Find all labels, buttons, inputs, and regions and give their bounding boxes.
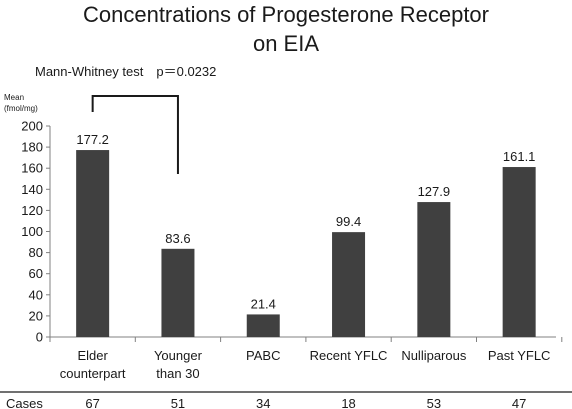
y-tick-label: 120 [21, 203, 43, 218]
y-tick-label: 180 [21, 140, 43, 155]
cases-value: 47 [512, 396, 526, 409]
y-tick-label: 0 [36, 330, 43, 345]
cases-label: Cases [6, 396, 43, 409]
y-tick-label: 60 [29, 266, 43, 281]
cases-value: 53 [427, 396, 441, 409]
bar [246, 314, 280, 337]
y-tick-label: 140 [21, 182, 43, 197]
y-axis-label: (fmol/mg) [4, 104, 38, 113]
y-tick-label: 20 [29, 308, 43, 323]
test-label: Mann-Whitney test p＝0.0232 [35, 64, 216, 79]
x-tick-label: Elder [77, 348, 108, 363]
data-label: 99.4 [336, 214, 361, 229]
cases-value: 34 [256, 396, 270, 409]
x-tick-label: Recent YFLC [310, 348, 388, 363]
bar [502, 167, 536, 337]
bar [332, 232, 366, 337]
bar [76, 150, 110, 337]
y-axis-label: Mean [4, 93, 24, 102]
y-tick-label: 100 [21, 224, 43, 239]
significance-bracket [91, 95, 179, 174]
x-tick-label: than 30 [156, 366, 199, 381]
y-tick-label: 160 [21, 161, 43, 176]
x-tick-label: Nulliparous [401, 348, 467, 363]
bar [417, 202, 451, 337]
y-tick-label: 200 [21, 119, 43, 134]
data-label: 161.1 [503, 149, 536, 164]
data-label: 177.2 [76, 132, 109, 147]
y-tick-label: 40 [29, 287, 43, 302]
data-label: 127.9 [418, 184, 451, 199]
x-tick-label: counterpart [60, 366, 126, 381]
bar [161, 248, 195, 337]
cases-value: 51 [171, 396, 185, 409]
x-tick-label: Past YFLC [488, 348, 551, 363]
chart-title-line: Concentrations of Progesterone Receptor [83, 2, 489, 27]
data-label: 83.6 [165, 231, 190, 246]
cases-value: 67 [85, 396, 99, 409]
cases-value: 18 [341, 396, 355, 409]
x-tick-label: Younger [154, 348, 203, 363]
x-tick-label: PABC [246, 348, 280, 363]
data-label: 21.4 [251, 296, 276, 311]
y-tick-label: 80 [29, 245, 43, 260]
chart-title-line: on EIA [253, 31, 319, 56]
